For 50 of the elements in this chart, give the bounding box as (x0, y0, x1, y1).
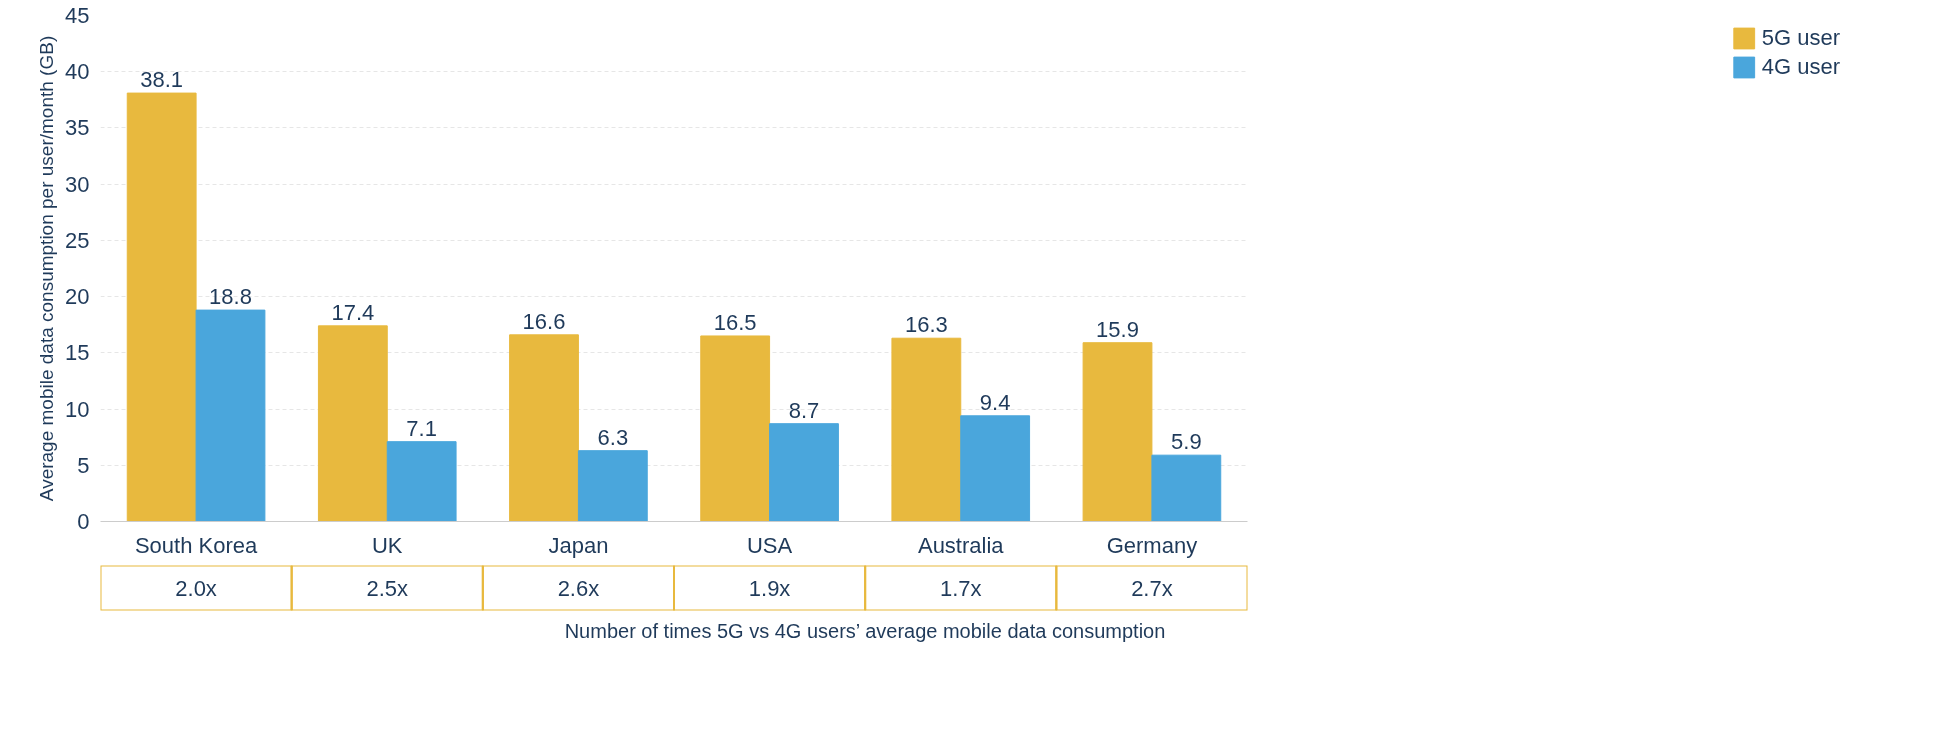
y-tick-label: 20 (65, 284, 90, 310)
y-axis-title: Average mobile data consumption per user/month (GB) (36, 35, 58, 502)
x-tick-label: UK (371, 532, 403, 558)
data-label: 9.4 (979, 389, 1011, 415)
y-tick-label: 30 (65, 171, 90, 197)
bar (769, 423, 839, 522)
bar (1151, 454, 1222, 522)
text: 1.9x (748, 575, 791, 601)
bar (960, 415, 1031, 522)
y-tick-label: 5 (77, 452, 90, 478)
y-tick-label: 45 (65, 3, 90, 28)
data-label: 38.1 (140, 67, 184, 93)
legend-label: 5G user (1761, 25, 1840, 51)
text: 1.7x (939, 575, 982, 601)
text: Number of times 5G vs 4G users’ average mobile data consumption (564, 619, 1166, 644)
data-label: 6.3 (597, 424, 629, 450)
data-label: 17.4 (331, 299, 375, 325)
y-tick-label: 25 (65, 227, 90, 253)
x-tick-label: South Korea (134, 532, 258, 558)
legend-label: 4G user (1761, 54, 1840, 80)
bar (126, 92, 197, 522)
y-tick-label: 0 (77, 509, 90, 534)
data-label: 16.3 (904, 312, 948, 338)
text: 2.5x (366, 575, 409, 601)
x-tick-label: Australia (917, 532, 1005, 558)
data-label: 15.9 (1096, 316, 1139, 342)
y-tick-label: 15 (65, 340, 90, 366)
bar (700, 335, 771, 522)
data-label: 16.5 (713, 309, 757, 335)
bar (577, 450, 648, 522)
data-label: 8.7 (788, 397, 820, 423)
x-tick-label: Japan (548, 532, 609, 558)
bar (195, 309, 266, 522)
bar (386, 441, 457, 522)
y-tick-label: 35 (65, 115, 90, 141)
data-label: 18.8 (209, 284, 252, 310)
bar (891, 337, 962, 522)
x-tick-label: USA (746, 532, 793, 558)
text: 2.0x (175, 575, 217, 601)
data-label: 5.9 (1171, 429, 1202, 455)
bar (1082, 342, 1153, 522)
bar (317, 325, 388, 522)
data-label: 16.6 (522, 308, 566, 334)
text: 2.7x (1131, 575, 1173, 601)
x-tick-label: Germany (1106, 532, 1198, 558)
bar (509, 334, 579, 522)
y-tick-label: 10 (65, 396, 90, 422)
data-label: 7.1 (406, 415, 437, 441)
text: 2.6x (557, 575, 600, 601)
y-tick-label: 40 (65, 59, 90, 85)
